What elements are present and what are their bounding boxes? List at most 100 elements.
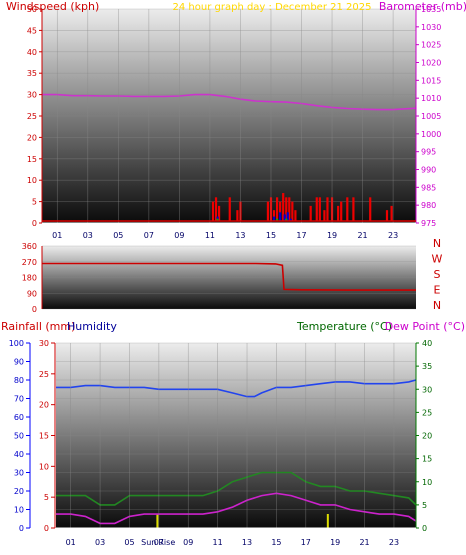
direction-line bbox=[42, 262, 416, 291]
temp-tick-label: 10 bbox=[422, 478, 432, 487]
humidity-tick-label: 40 bbox=[14, 450, 24, 459]
temp-hum-axes: 0102030405060708090100051015202530051015… bbox=[9, 339, 432, 547]
humidity-tick-label: 50 bbox=[14, 432, 24, 441]
wind-bar bbox=[217, 205, 221, 221]
rise-label: Rise bbox=[158, 538, 175, 547]
x-tick-label: 17 bbox=[301, 538, 311, 547]
rain-axis-title: Rainfall (mm) bbox=[1, 320, 75, 333]
wind-bar bbox=[272, 216, 276, 221]
humidity-tick-label: 100 bbox=[9, 339, 24, 348]
dew-axis-title: Dew Point (°C) bbox=[385, 320, 465, 333]
wind-bar bbox=[228, 197, 231, 221]
wind-tick-label: 25 bbox=[27, 112, 37, 121]
wind-tick-label: 15 bbox=[27, 155, 37, 164]
wind-bar bbox=[326, 197, 329, 221]
humidity-tick-label: 80 bbox=[14, 376, 24, 385]
wind-bar bbox=[236, 210, 239, 221]
humidity-tick-label: 60 bbox=[14, 413, 24, 422]
wind-tick-label: 45 bbox=[27, 26, 37, 35]
wind-bar bbox=[346, 197, 349, 221]
sun-label: Sun bbox=[141, 538, 156, 547]
x-tick-label: 19 bbox=[330, 538, 340, 547]
wind-bar bbox=[286, 212, 289, 221]
x-tick-label: 15 bbox=[266, 231, 276, 240]
temp-tick-label: 35 bbox=[422, 362, 432, 371]
x-tick-label: 05 bbox=[124, 538, 134, 547]
x-tick-label: 03 bbox=[83, 231, 93, 240]
x-tick-label: 21 bbox=[357, 231, 367, 240]
baro-tick-label: 1030 bbox=[421, 23, 441, 32]
x-tick-label: 03 bbox=[95, 538, 105, 547]
wind-tick-label: 0 bbox=[32, 219, 37, 228]
temp-axis-title: Temperature (°C) bbox=[296, 320, 392, 333]
barometer-line bbox=[42, 93, 417, 111]
x-tick-label: 09 bbox=[174, 231, 184, 240]
x-tick-label: 11 bbox=[213, 538, 223, 547]
x-tick-label: 23 bbox=[388, 231, 398, 240]
direction-tick-label: 180 bbox=[22, 274, 37, 283]
wind-tick-label: 30 bbox=[27, 91, 37, 100]
rain-tick-label: 15 bbox=[39, 432, 49, 441]
x-tick-label: 07 bbox=[144, 231, 154, 240]
wind-bar bbox=[340, 201, 343, 221]
wind-bar bbox=[275, 197, 279, 221]
rain-tick-label: 20 bbox=[39, 401, 49, 410]
wind-bar bbox=[315, 197, 318, 221]
wind-bar bbox=[288, 197, 291, 221]
wind-bar bbox=[309, 205, 312, 221]
dewpoint-line bbox=[56, 492, 417, 525]
temp-tick-label: 15 bbox=[422, 455, 432, 464]
wind-bar bbox=[282, 193, 285, 221]
compass-label: W bbox=[432, 253, 443, 266]
baro-tick-label: 1005 bbox=[421, 112, 441, 121]
wind-bar bbox=[352, 197, 355, 221]
x-tick-label: 11 bbox=[205, 231, 215, 240]
temp-tick-label: 30 bbox=[422, 385, 432, 394]
baro-tick-label: 975 bbox=[421, 219, 436, 228]
humidity-tick-label: 70 bbox=[14, 395, 24, 404]
temp-tick-label: 20 bbox=[422, 432, 432, 441]
temp-tick-label: 40 bbox=[422, 339, 432, 348]
wind-bar bbox=[275, 218, 279, 221]
temp-tick-label: 5 bbox=[422, 501, 427, 510]
humidity-axis-title: Humidity bbox=[67, 320, 117, 333]
wind-bar bbox=[289, 218, 292, 221]
baro-tick-label: 995 bbox=[421, 148, 436, 157]
humidity-tick-label: 90 bbox=[14, 358, 24, 367]
direction-tick-label: 90 bbox=[27, 289, 37, 298]
wind-bar bbox=[294, 210, 297, 221]
wind-baro-axes: 0510152025303540455097598098599099510001… bbox=[27, 5, 442, 240]
wind-tick-label: 5 bbox=[32, 198, 37, 207]
wind-bar bbox=[283, 214, 286, 221]
rain-tick-label: 25 bbox=[39, 370, 49, 379]
wind-bar bbox=[272, 210, 276, 221]
wind-bar bbox=[285, 197, 288, 221]
wind-tick-label: 50 bbox=[27, 5, 37, 14]
x-tick-label: 13 bbox=[242, 538, 252, 547]
wind-bar bbox=[385, 210, 389, 221]
wind-bar bbox=[390, 205, 393, 221]
baro-tick-label: 1015 bbox=[421, 76, 441, 85]
compass-label: N bbox=[433, 299, 441, 312]
humidity-tick-label: 20 bbox=[14, 487, 24, 496]
x-tick-label: 07 bbox=[154, 538, 164, 547]
x-tick-label: 23 bbox=[389, 538, 399, 547]
x-tick-label: 19 bbox=[327, 231, 337, 240]
wind-bar bbox=[323, 210, 326, 221]
baro-tick-label: 990 bbox=[421, 166, 436, 175]
wind-bar bbox=[266, 201, 270, 221]
compass-label: S bbox=[434, 268, 441, 281]
x-tick-label: 17 bbox=[296, 231, 306, 240]
temperature-line bbox=[56, 471, 417, 506]
temp-tick-label: 25 bbox=[422, 408, 432, 417]
direction-marks bbox=[42, 262, 416, 291]
rain-tick-label: 5 bbox=[44, 493, 49, 502]
wind-bar bbox=[337, 205, 340, 221]
x-tick-label: 01 bbox=[52, 231, 62, 240]
baro-tick-label: 1000 bbox=[421, 130, 441, 139]
x-tick-label: 05 bbox=[113, 231, 123, 240]
humidity-tick-label: 10 bbox=[14, 506, 24, 515]
wind-bar bbox=[318, 197, 321, 221]
